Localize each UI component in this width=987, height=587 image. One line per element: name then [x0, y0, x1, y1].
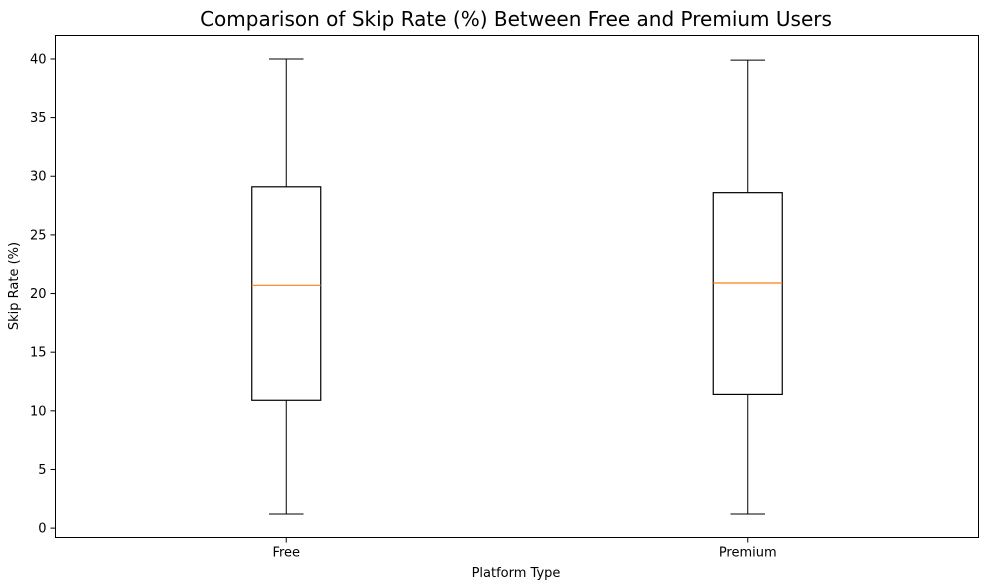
- boxes-group: [251, 58, 783, 515]
- y-tick-label: 25: [30, 228, 47, 243]
- y-axis: 0 5 10 15 20 25 30 35 40: [30, 52, 56, 537]
- x-tick-label: Premium: [719, 546, 777, 561]
- box-premium: [712, 192, 783, 396]
- y-tick-label: 20: [30, 287, 47, 302]
- y-tick-label: 40: [30, 52, 47, 67]
- x-tick-label: Free: [272, 546, 300, 561]
- y-tick-label: 0: [38, 522, 46, 537]
- y-tick-label: 5: [38, 463, 46, 478]
- y-tick-label: 35: [30, 111, 47, 126]
- x-axis-label: Platform Type: [472, 566, 561, 581]
- y-tick-label: 30: [30, 170, 47, 185]
- x-axis: Free Premium: [272, 537, 777, 561]
- y-axis-label: Skip Rate (%): [7, 242, 22, 330]
- plot-area-frame: [55, 35, 979, 538]
- box-free: [251, 186, 322, 401]
- chart-title: Comparison of Skip Rate (%) Between Free…: [200, 7, 832, 31]
- y-tick-label: 15: [30, 346, 47, 361]
- y-tick-label: 10: [30, 404, 47, 419]
